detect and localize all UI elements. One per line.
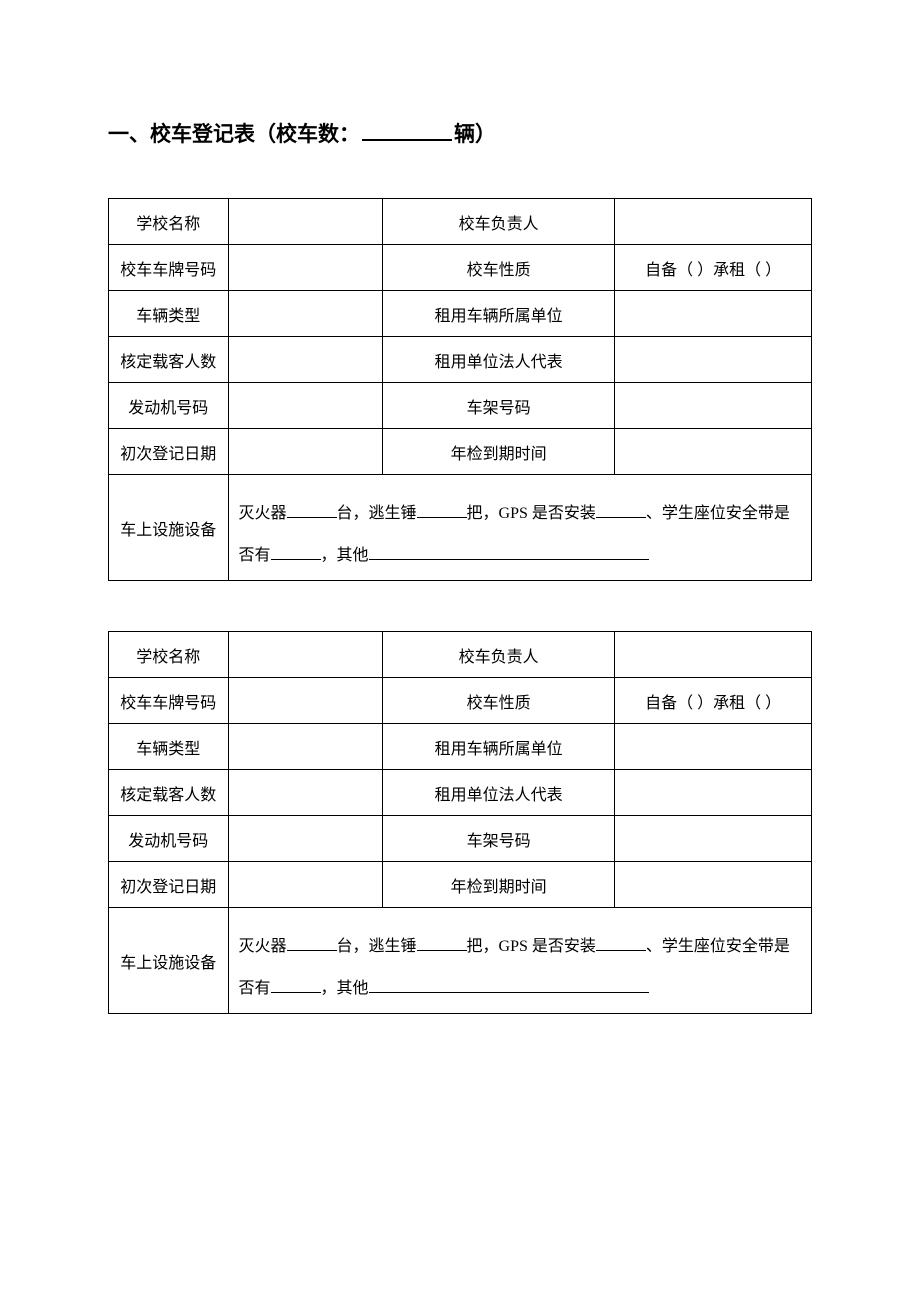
- field-legal-rep[interactable]: [615, 337, 812, 383]
- blank-other[interactable]: [369, 977, 649, 993]
- label-vehicle-type: 车辆类型: [109, 724, 229, 770]
- label-plate-number: 校车车牌号码: [109, 245, 229, 291]
- label-inspection-due: 年检到期时间: [383, 429, 615, 475]
- table-row: 校车车牌号码 校车性质 自备（ ）承租（ ）: [109, 245, 812, 291]
- registration-table-2: 学校名称 校车负责人 校车车牌号码 校车性质 自备（ ）承租（ ） 车辆类型 租…: [108, 631, 812, 1014]
- equipment-text3: 把，GPS 是否安装: [467, 505, 596, 522]
- label-plate-number: 校车车牌号码: [109, 678, 229, 724]
- field-bus-nature[interactable]: 自备（ ）承租（ ）: [615, 245, 812, 291]
- field-first-reg-date[interactable]: [228, 429, 383, 475]
- field-capacity[interactable]: [228, 770, 383, 816]
- blank-extinguisher[interactable]: [287, 502, 337, 518]
- page-title: 一、校车登记表（校车数： 辆）: [108, 118, 812, 148]
- field-frame-number[interactable]: [615, 383, 812, 429]
- equipment-text5: ，其他: [321, 547, 369, 564]
- field-bus-manager[interactable]: [615, 632, 812, 678]
- field-bus-manager[interactable]: [615, 199, 812, 245]
- blank-gps[interactable]: [596, 502, 646, 518]
- field-rental-unit[interactable]: [615, 291, 812, 337]
- blank-extinguisher[interactable]: [287, 935, 337, 951]
- field-frame-number[interactable]: [615, 816, 812, 862]
- table-row: 初次登记日期 年检到期时间: [109, 862, 812, 908]
- table-row: 车辆类型 租用车辆所属单位: [109, 291, 812, 337]
- field-school-name[interactable]: [228, 199, 383, 245]
- field-first-reg-date[interactable]: [228, 862, 383, 908]
- field-bus-nature[interactable]: 自备（ ）承租（ ）: [615, 678, 812, 724]
- label-inspection-due: 年检到期时间: [383, 862, 615, 908]
- label-frame-number: 车架号码: [383, 816, 615, 862]
- field-rental-unit[interactable]: [615, 724, 812, 770]
- label-bus-nature: 校车性质: [383, 678, 615, 724]
- table-row: 核定载客人数 租用单位法人代表: [109, 770, 812, 816]
- table-row: 校车车牌号码 校车性质 自备（ ）承租（ ）: [109, 678, 812, 724]
- table-row: 学校名称 校车负责人: [109, 199, 812, 245]
- table-row: 发动机号码 车架号码: [109, 383, 812, 429]
- field-legal-rep[interactable]: [615, 770, 812, 816]
- label-first-reg-date: 初次登记日期: [109, 862, 229, 908]
- label-rental-unit: 租用车辆所属单位: [383, 724, 615, 770]
- label-bus-manager: 校车负责人: [383, 199, 615, 245]
- label-equipment: 车上设施设备: [109, 908, 229, 1014]
- field-equipment[interactable]: 灭火器台，逃生锤把，GPS 是否安装、学生座位安全带是否有，其他: [228, 908, 812, 1014]
- title-prefix: 一、校车登记表（校车数：: [108, 118, 360, 148]
- blank-hammer[interactable]: [417, 502, 467, 518]
- label-school-name: 学校名称: [109, 632, 229, 678]
- equipment-text3: 把，GPS 是否安装: [467, 938, 596, 955]
- label-capacity: 核定载客人数: [109, 770, 229, 816]
- table-row: 车上设施设备 灭火器台，逃生锤把，GPS 是否安装、学生座位安全带是否有，其他: [109, 475, 812, 581]
- field-vehicle-type[interactable]: [228, 724, 383, 770]
- equipment-text1: 灭火器: [239, 505, 287, 522]
- field-school-name[interactable]: [228, 632, 383, 678]
- equipment-text2: 台，逃生锤: [337, 938, 417, 955]
- label-legal-rep: 租用单位法人代表: [383, 337, 615, 383]
- registration-table-1: 学校名称 校车负责人 校车车牌号码 校车性质 自备（ ）承租（ ） 车辆类型 租…: [108, 198, 812, 581]
- table-row: 初次登记日期 年检到期时间: [109, 429, 812, 475]
- field-inspection-due[interactable]: [615, 429, 812, 475]
- table-row: 车上设施设备 灭火器台，逃生锤把，GPS 是否安装、学生座位安全带是否有，其他: [109, 908, 812, 1014]
- equipment-text5: ，其他: [321, 980, 369, 997]
- label-equipment: 车上设施设备: [109, 475, 229, 581]
- blank-hammer[interactable]: [417, 935, 467, 951]
- label-engine-number: 发动机号码: [109, 383, 229, 429]
- field-inspection-due[interactable]: [615, 862, 812, 908]
- title-blank-field[interactable]: [362, 118, 452, 141]
- blank-other[interactable]: [369, 544, 649, 560]
- blank-seatbelt[interactable]: [271, 544, 321, 560]
- label-school-name: 学校名称: [109, 199, 229, 245]
- field-plate-number[interactable]: [228, 245, 383, 291]
- label-bus-manager: 校车负责人: [383, 632, 615, 678]
- field-vehicle-type[interactable]: [228, 291, 383, 337]
- label-capacity: 核定载客人数: [109, 337, 229, 383]
- table-row: 发动机号码 车架号码: [109, 816, 812, 862]
- field-plate-number[interactable]: [228, 678, 383, 724]
- label-rental-unit: 租用车辆所属单位: [383, 291, 615, 337]
- label-frame-number: 车架号码: [383, 383, 615, 429]
- label-vehicle-type: 车辆类型: [109, 291, 229, 337]
- label-legal-rep: 租用单位法人代表: [383, 770, 615, 816]
- table-row: 核定载客人数 租用单位法人代表: [109, 337, 812, 383]
- title-suffix: 辆）: [454, 118, 496, 148]
- blank-gps[interactable]: [596, 935, 646, 951]
- table-row: 车辆类型 租用车辆所属单位: [109, 724, 812, 770]
- label-bus-nature: 校车性质: [383, 245, 615, 291]
- field-capacity[interactable]: [228, 337, 383, 383]
- table-row: 学校名称 校车负责人: [109, 632, 812, 678]
- label-engine-number: 发动机号码: [109, 816, 229, 862]
- blank-seatbelt[interactable]: [271, 977, 321, 993]
- field-engine-number[interactable]: [228, 816, 383, 862]
- equipment-text1: 灭火器: [239, 938, 287, 955]
- field-engine-number[interactable]: [228, 383, 383, 429]
- equipment-text2: 台，逃生锤: [337, 505, 417, 522]
- field-equipment[interactable]: 灭火器台，逃生锤把，GPS 是否安装、学生座位安全带是否有，其他: [228, 475, 812, 581]
- label-first-reg-date: 初次登记日期: [109, 429, 229, 475]
